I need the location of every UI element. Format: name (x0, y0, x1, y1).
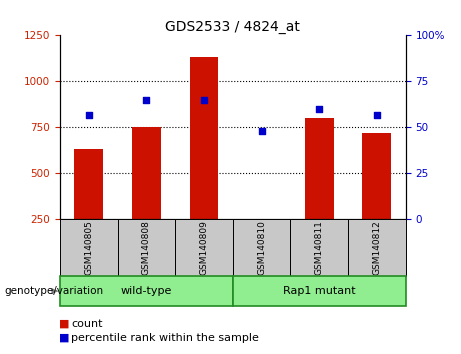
Bar (305, 118, 334, 266)
Bar (132, 126, 161, 266)
Text: GSM140808: GSM140808 (142, 220, 151, 275)
Text: ■: ■ (59, 319, 70, 329)
Point (200, 97, 207, 103)
Text: GSM140809: GSM140809 (200, 220, 208, 275)
Text: count: count (71, 319, 103, 329)
Point (258, 128, 266, 134)
Bar (362, 133, 391, 266)
Text: GSM140805: GSM140805 (84, 220, 93, 275)
Bar (175, 219, 233, 276)
Bar (74, 149, 103, 266)
Point (373, 112, 381, 118)
Point (85, 112, 92, 118)
Text: percentile rank within the sample: percentile rank within the sample (71, 333, 260, 343)
Text: GSM140811: GSM140811 (315, 220, 324, 275)
Bar (233, 276, 406, 306)
Point (315, 106, 323, 112)
Bar (290, 219, 348, 276)
Point (142, 97, 150, 103)
Text: Rap1 mutant: Rap1 mutant (283, 286, 355, 296)
Text: ■: ■ (59, 333, 70, 343)
Bar (60, 276, 233, 306)
Text: GSM140810: GSM140810 (257, 220, 266, 275)
Bar (118, 219, 175, 276)
Text: genotype/variation: genotype/variation (5, 286, 104, 296)
Bar (233, 219, 290, 276)
Title: GDS2533 / 4824_at: GDS2533 / 4824_at (165, 21, 300, 34)
Text: wild-type: wild-type (121, 286, 172, 296)
Bar (60, 219, 118, 276)
Bar (247, 218, 276, 266)
Bar (348, 219, 406, 276)
Bar (189, 57, 219, 266)
Text: GSM140812: GSM140812 (372, 221, 381, 275)
